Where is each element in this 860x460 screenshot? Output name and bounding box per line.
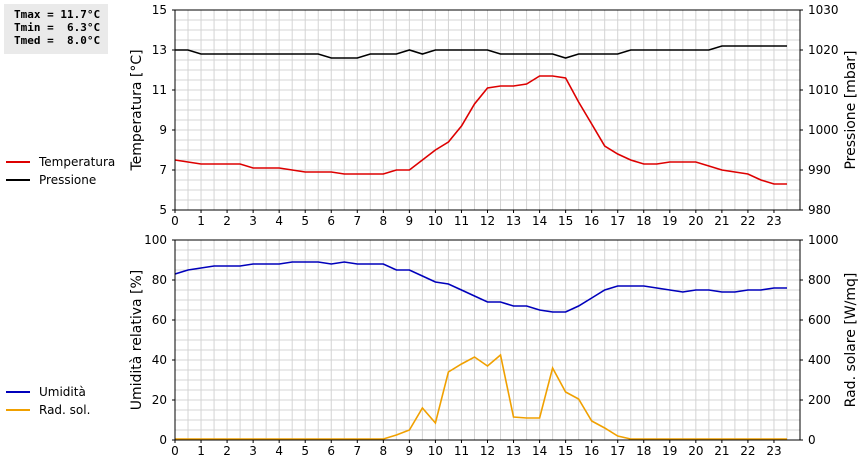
y-axis-label-left: Umidità relativa [%] [129,270,145,411]
y-tick-label-right: 200 [808,393,831,407]
x-tick-label: 0 [171,214,179,228]
y-tick-label-right: 990 [808,163,831,177]
series-line-left [174,75,787,185]
x-tick-label: 12 [480,444,495,458]
x-tick-label: 1 [197,214,205,228]
y-axis-label-left: Temperatura [°C] [129,49,145,171]
x-tick-label: 18 [636,444,651,458]
x-tick-label: 2 [223,214,231,228]
x-tick-label: 19 [662,214,677,228]
x-tick-label: 22 [740,214,755,228]
x-tick-label: 11 [454,444,469,458]
x-tick-label: 14 [532,214,547,228]
x-tick-label: 23 [766,214,781,228]
legend-label: Umidità [39,385,86,399]
series-line-right [175,45,787,59]
legend-label: Temperatura [38,155,115,169]
x-tick-label: 4 [275,444,283,458]
y-tick-label-right: 1010 [808,83,839,97]
x-tick-label: 9 [406,444,414,458]
x-tick-label: 9 [406,214,414,228]
y-tick-label-left: 100 [144,233,167,247]
x-tick-label: 8 [380,444,388,458]
y-axis-label-right: Rad. solare [W/mq] [843,273,859,408]
y-axis-label-right: Pressione [mbar] [843,50,859,169]
y-tick-label-right: 980 [808,203,831,217]
y-tick-label-left: 13 [152,43,167,57]
x-tick-label: 5 [301,214,309,228]
legend-label: Rad. sol. [39,403,90,417]
y-tick-label-right: 1020 [808,43,839,57]
x-tick-label: 16 [584,444,599,458]
stat-tmed: Tmed = 8.0°C [14,34,101,47]
x-tick-label: 3 [249,444,257,458]
y-tick-label-left: 9 [159,123,167,137]
x-tick-label: 10 [428,444,443,458]
y-tick-label-left: 5 [159,203,167,217]
series-line-left [174,261,787,313]
y-tick-label-left: 7 [159,163,167,177]
x-tick-label: 20 [688,444,703,458]
x-tick-label: 3 [249,214,257,228]
series-line-right [175,353,787,440]
x-tick-label: 8 [380,214,388,228]
x-tick-label: 22 [740,444,755,458]
x-tick-label: 6 [327,444,335,458]
x-tick-label: 14 [532,444,547,458]
y-tick-label-right: 1030 [808,3,839,17]
x-tick-label: 17 [610,444,625,458]
x-tick-label: 11 [454,214,469,228]
x-tick-label: 16 [584,214,599,228]
x-tick-label: 15 [558,214,573,228]
y-tick-label-right: 800 [808,273,831,287]
x-tick-label: 15 [558,444,573,458]
x-tick-label: 7 [353,444,361,458]
x-tick-label: 6 [327,214,335,228]
y-tick-label-right: 1000 [808,123,839,137]
x-tick-label: 17 [610,214,625,228]
y-tick-label-right: 400 [808,353,831,367]
x-tick-label: 23 [766,444,781,458]
y-tick-label-left: 80 [152,273,167,287]
y-tick-label-left: 0 [159,433,167,447]
x-tick-label: 19 [662,444,677,458]
stats-box: Tmax = 11.7°C Tmin = 6.3°C Tmed = 8.0°C [4,4,108,54]
x-tick-label: 1 [197,444,205,458]
y-tick-label-right: 0 [808,433,816,447]
y-tick-label-left: 60 [152,313,167,327]
y-tick-label-left: 20 [152,393,167,407]
x-tick-label: 21 [714,214,729,228]
y-tick-label-left: 11 [152,83,167,97]
y-tick-label-left: 40 [152,353,167,367]
stat-tmax: Tmax = 11.7°C [14,8,101,21]
x-tick-label: 2 [223,444,231,458]
legend-label: Pressione [39,173,96,187]
x-tick-label: 13 [506,444,521,458]
x-tick-label: 13 [506,214,521,228]
x-tick-label: 20 [688,214,703,228]
stat-tmin: Tmin = 6.3°C [14,21,101,34]
y-tick-label-right: 1000 [808,233,839,247]
y-tick-label-left: 15 [152,3,167,17]
x-tick-label: 12 [480,214,495,228]
x-tick-label: 5 [301,444,309,458]
x-tick-label: 18 [636,214,651,228]
x-tick-label: 7 [353,214,361,228]
x-tick-label: 4 [275,214,283,228]
y-tick-label-right: 600 [808,313,831,327]
x-tick-label: 0 [171,444,179,458]
x-tick-label: 21 [714,444,729,458]
x-tick-label: 10 [428,214,443,228]
